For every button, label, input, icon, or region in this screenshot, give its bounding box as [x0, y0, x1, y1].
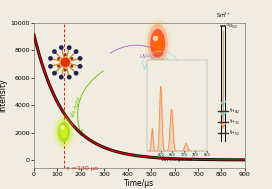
Circle shape — [58, 122, 70, 143]
X-axis label: Time/μs: Time/μs — [124, 179, 154, 188]
Circle shape — [55, 118, 72, 147]
Circle shape — [60, 126, 67, 138]
Circle shape — [153, 34, 162, 53]
Circle shape — [67, 45, 72, 50]
Circle shape — [70, 57, 73, 60]
Circle shape — [48, 56, 53, 61]
Circle shape — [70, 65, 73, 68]
Circle shape — [74, 49, 79, 54]
Text: τ =130 μs: τ =130 μs — [66, 166, 98, 171]
Circle shape — [59, 45, 64, 50]
Circle shape — [60, 57, 71, 68]
Circle shape — [64, 68, 67, 72]
Text: Vis-light: Vis-light — [70, 96, 82, 118]
X-axis label: Wavelength/nm: Wavelength/nm — [160, 158, 193, 162]
Circle shape — [57, 57, 60, 60]
Text: $^4G_{5/2}$: $^4G_{5/2}$ — [226, 21, 238, 31]
Text: UV-light: UV-light — [139, 54, 161, 59]
Circle shape — [60, 58, 70, 67]
Y-axis label: Intensity: Intensity — [0, 79, 8, 112]
Circle shape — [59, 75, 64, 80]
Text: $^6H_{9/2}$: $^6H_{9/2}$ — [229, 106, 240, 116]
Circle shape — [48, 64, 53, 69]
Circle shape — [150, 29, 165, 58]
Circle shape — [67, 75, 72, 80]
Circle shape — [147, 24, 168, 63]
Circle shape — [53, 113, 75, 151]
Circle shape — [78, 56, 82, 61]
Circle shape — [74, 71, 79, 76]
Text: Sm$^{3+}$: Sm$^{3+}$ — [216, 11, 231, 20]
Circle shape — [57, 65, 60, 68]
Circle shape — [78, 64, 82, 69]
Circle shape — [145, 18, 171, 69]
Circle shape — [64, 53, 67, 56]
Circle shape — [52, 71, 57, 76]
Text: $^6H_{7/2}$: $^6H_{7/2}$ — [229, 117, 240, 127]
Text: $^6H_{5/2}$: $^6H_{5/2}$ — [229, 128, 240, 138]
Circle shape — [52, 49, 57, 54]
